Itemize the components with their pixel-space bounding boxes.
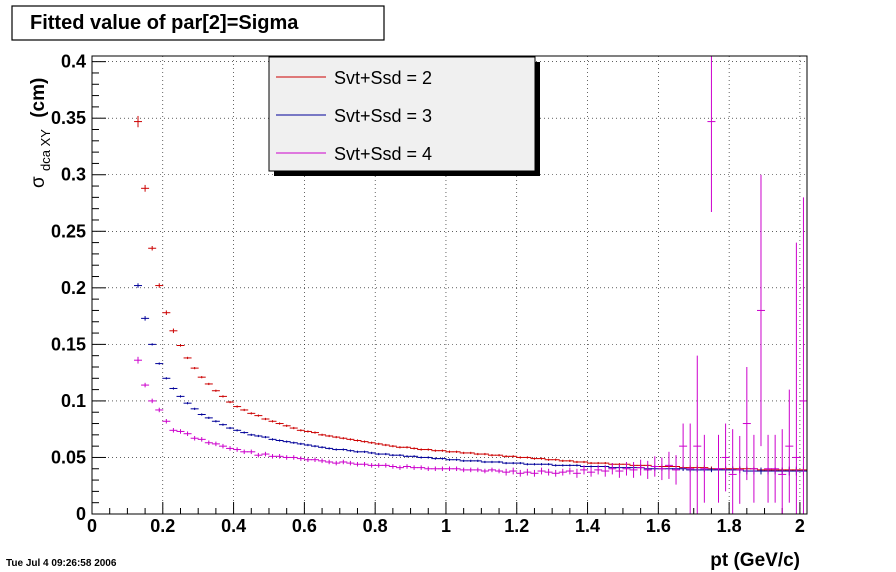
y-tick-label: 0.05 — [51, 447, 86, 467]
y-tick-label: 0 — [76, 504, 86, 524]
y-axis: 0 0.05 0.1 0.15 0.2 0.25 0.3 0.35 0.4 — [51, 52, 106, 524]
y-tick-label: 0.15 — [51, 334, 86, 354]
chart-title: Fitted value of par[2]=Sigma — [30, 12, 299, 34]
x-tick-label: 1.6 — [646, 516, 671, 536]
x-tick-label: 1.2 — [504, 516, 529, 536]
x-tick-label: 0.8 — [363, 516, 388, 536]
y-tick-label: 0.3 — [61, 165, 86, 185]
legend-label-svt-ssd-4: Svt+Ssd = 4 — [334, 144, 432, 164]
plot-border — [91, 55, 808, 515]
x-tick-label: 0.2 — [150, 516, 175, 536]
x-tick-label: 0 — [87, 516, 97, 536]
x-tick-label: 1.4 — [575, 516, 600, 536]
legend-label-svt-ssd-3: Svt+Ssd = 3 — [334, 106, 432, 126]
legend: Svt+Ssd = 2 Svt+Ssd = 3 Svt+Ssd = 4 — [268, 56, 540, 176]
x-tick-label: 0.6 — [292, 516, 317, 536]
y-axis-label-unit: (cm) — [28, 78, 49, 118]
svg-text:σ dca XY (cm): σ dca XY (cm) — [28, 78, 55, 188]
y-tick-label: 0.1 — [61, 391, 86, 411]
x-axis-label: pt (GeV/c) — [710, 550, 800, 571]
y-tick-label: 0.35 — [51, 108, 86, 128]
data-series — [134, 56, 808, 514]
x-tick-label: 1.8 — [717, 516, 742, 536]
x-tick-label: 1 — [441, 516, 451, 536]
x-tick-label: 0.4 — [221, 516, 246, 536]
title-box — [11, 5, 385, 41]
y-axis-label: σ dca XY (cm) — [28, 78, 55, 188]
x-tick-label: 2 — [795, 516, 805, 536]
legend-label-svt-ssd-2: Svt+Ssd = 2 — [334, 68, 432, 88]
y-tick-label: 0.2 — [61, 278, 86, 298]
series-4 — [134, 56, 808, 514]
legend-box — [268, 56, 536, 172]
y-tick-label: 0.25 — [51, 221, 86, 241]
x-axis: 0 0.2 0.4 0.6 0.8 1 1.2 1.4 1.6 1.8 2 — [87, 502, 805, 536]
timestamp: Tue Jul 4 09:26:58 2006 — [6, 558, 117, 569]
y-tick-label: 0.4 — [61, 52, 86, 72]
y-axis-label-symbol: σ — [28, 176, 49, 188]
y-axis-label-subscript: dca XY — [38, 129, 53, 171]
